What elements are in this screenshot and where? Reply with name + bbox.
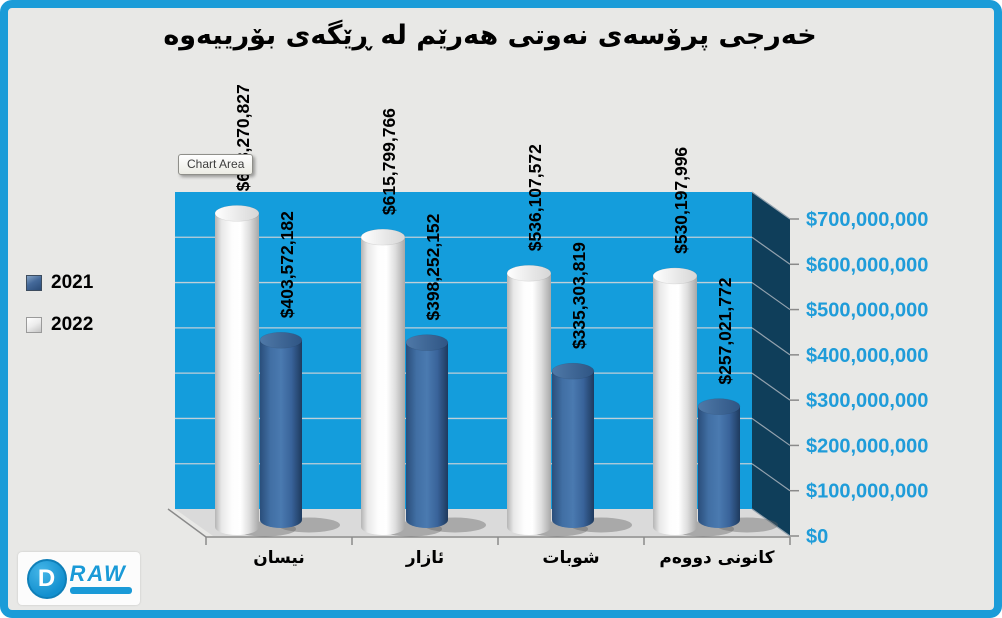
legend-label-2022: 2022: [51, 314, 94, 335]
chart-area-tooltip: Chart Area: [178, 154, 254, 175]
y-axis-label[interactable]: $200,000,000: [806, 435, 928, 457]
bar-value-label: $335,303,819: [569, 242, 589, 349]
category-label-1[interactable]: ئازار: [405, 548, 444, 568]
y-axis-label[interactable]: $600,000,000: [806, 254, 928, 276]
bar-value-label: $403,572,182: [277, 211, 297, 318]
y-axis-label[interactable]: $500,000,000: [806, 300, 928, 322]
cylinder-2021-1[interactable]: [406, 342, 448, 528]
bar-value-label: $668,270,827: [233, 84, 253, 191]
category-label-0[interactable]: نیسان: [253, 548, 305, 568]
plot-floor: [175, 509, 790, 536]
bar-value-label: $615,799,766: [379, 108, 399, 215]
gridline-side: [751, 508, 791, 537]
legend-swatch-2021: [26, 275, 42, 291]
gridline-side: [751, 327, 791, 356]
cylinder-2022-2-top: [506, 264, 552, 282]
cylinder-2022-3-top: [652, 267, 698, 285]
cylinder-2022-0[interactable]: [215, 213, 259, 536]
cylinder-2022-1-top: [360, 228, 406, 246]
legend-label-2021: 2021: [51, 272, 94, 293]
draw-logo-text: RAW: [69, 561, 127, 586]
bar-value-label: $536,107,572: [525, 144, 545, 251]
cylinder-2021-3-top: [697, 398, 741, 415]
cylinder-2022-1[interactable]: [361, 237, 405, 535]
legend-swatch-2022: [26, 317, 42, 333]
cylinder-2022-3[interactable]: [653, 275, 697, 535]
y-axis-label[interactable]: $400,000,000: [806, 345, 928, 367]
y-axis-label[interactable]: $0: [806, 526, 828, 548]
y-axis-label[interactable]: $300,000,000: [806, 390, 928, 412]
gridline-side: [751, 191, 791, 220]
plot-side-wall: [752, 192, 790, 536]
category-label-3[interactable]: کانونی دووەم: [659, 548, 774, 568]
cylinder-2021-1-top: [405, 334, 449, 351]
cylinder-2021-0[interactable]: [260, 340, 302, 528]
legend: 2021 2022: [26, 272, 93, 356]
cylinder-2021-0-top: [259, 331, 303, 349]
category-label-2[interactable]: شوبات: [542, 548, 599, 568]
chart-title: خەرجی پرۆسەی نەوتی هەرێم لە ڕێگەی بۆرییە…: [163, 20, 817, 51]
draw-logo-tagline-bar: [69, 587, 132, 594]
floor-edge: [167, 508, 207, 538]
gridline-side: [751, 236, 791, 265]
gridline-side: [751, 417, 791, 446]
bar-value-label: $530,197,996: [671, 147, 691, 254]
y-axis-label[interactable]: $700,000,000: [806, 209, 928, 231]
bar-value-label: $398,252,152: [423, 213, 443, 320]
gridline-side: [751, 463, 791, 492]
gridline-side: [751, 372, 791, 401]
draw-logo: D RAW: [18, 552, 140, 605]
gridline-side: [751, 282, 791, 311]
legend-item-2021[interactable]: 2021: [26, 272, 93, 294]
legend-item-2022[interactable]: 2022: [26, 314, 93, 336]
cylinder-2021-2-top: [551, 362, 595, 380]
cylinder-2022-0-top: [214, 205, 260, 222]
cylinder-2022-2[interactable]: [507, 273, 551, 535]
cylinder-2021-3[interactable]: [698, 406, 740, 528]
bar-value-label: $257,021,772: [715, 277, 735, 384]
y-axis-label[interactable]: $100,000,000: [806, 481, 928, 503]
draw-logo-circle-icon: D: [26, 558, 67, 599]
cylinder-2021-2[interactable]: [552, 371, 594, 528]
